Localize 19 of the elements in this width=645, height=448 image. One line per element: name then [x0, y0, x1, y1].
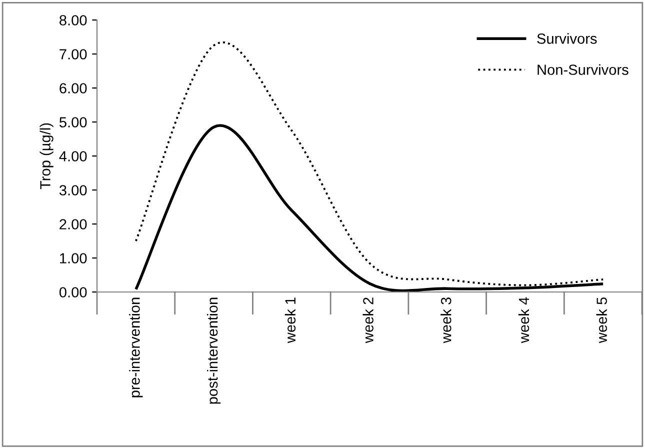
x-tick-label: week 5 — [596, 297, 607, 344]
y-tick-label: 7.00 — [60, 49, 87, 60]
x-tick-label: week 4 — [518, 297, 530, 344]
y-tick-label: 2.00 — [60, 219, 87, 230]
y-tick-label: 3.00 — [59, 185, 87, 196]
y-tick-label: 0.00 — [59, 287, 87, 298]
legend-label: Non-Survivors — [538, 64, 628, 75]
legend-label: Survivors — [537, 33, 597, 44]
y-tick-label: 8.00 — [60, 15, 87, 26]
x-tick-label: week 2 — [362, 298, 374, 344]
y-axis-title: Trop (µg/l) — [40, 123, 54, 190]
x-tick-label: post-intervention — [206, 298, 221, 404]
x-tick-label: week 3 — [440, 298, 452, 344]
x-tick-label: week 1 — [284, 298, 296, 344]
y-tick-label: 6.00 — [60, 83, 87, 94]
y-tick-label: 4.00 — [59, 151, 87, 162]
y-tick-label: 1.00 — [60, 253, 87, 264]
y-tick-label: 5.00 — [59, 117, 87, 128]
x-tick-label: pre-intervention — [129, 298, 143, 398]
